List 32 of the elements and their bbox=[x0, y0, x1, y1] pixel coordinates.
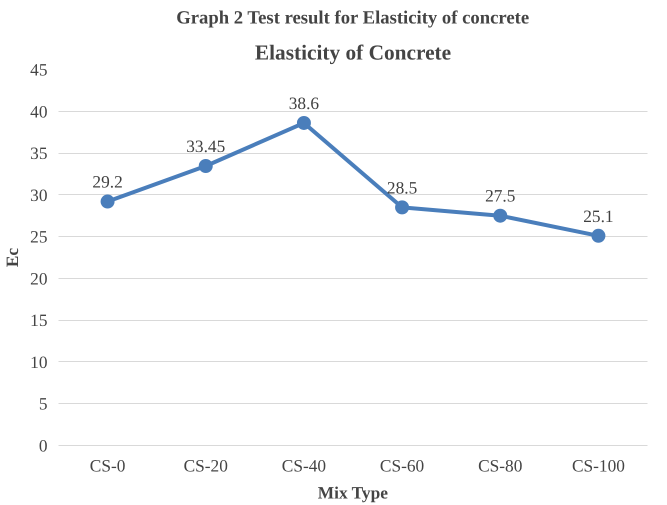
y-tick-label: 40 bbox=[30, 102, 48, 122]
x-tick-label: CS-20 bbox=[184, 456, 228, 476]
caption: Graph 2 Test result for Elasticity of concrete bbox=[176, 8, 530, 28]
data-label: 28.5 bbox=[386, 178, 418, 198]
y-tick-label: 25 bbox=[30, 228, 48, 247]
x-tick-label: CS-80 bbox=[478, 456, 522, 476]
x-axis-title: Mix Type bbox=[318, 484, 388, 502]
x-tick-label: CS-100 bbox=[572, 456, 625, 476]
point bbox=[395, 200, 410, 214]
x-tick-label: CS-0 bbox=[90, 456, 126, 476]
y-tick-label: 0 bbox=[38, 436, 48, 456]
data-label: 25.1 bbox=[583, 206, 614, 226]
y-tick-label: 35 bbox=[30, 144, 48, 164]
point bbox=[591, 228, 606, 243]
data-label: 33.45 bbox=[186, 137, 226, 156]
data-label: 27.5 bbox=[485, 186, 516, 206]
y-tick-label: 15 bbox=[30, 311, 48, 330]
y-axis-title: Ec bbox=[3, 248, 22, 268]
point bbox=[296, 116, 311, 130]
y-tick-label: 10 bbox=[30, 352, 48, 372]
x-tick-label: CS-60 bbox=[380, 456, 424, 476]
y-tick-label: 45 bbox=[30, 60, 48, 80]
x-tick-label: CS-40 bbox=[282, 456, 326, 476]
point bbox=[100, 194, 115, 209]
data-label: 29.2 bbox=[92, 172, 123, 192]
chart-title: Elasticity of Concrete bbox=[254, 40, 452, 64]
point bbox=[493, 208, 508, 223]
y-tick-label: 5 bbox=[38, 394, 48, 414]
point bbox=[198, 159, 213, 173]
y-tick-label: 20 bbox=[30, 269, 48, 288]
data-label: 38.6 bbox=[288, 94, 320, 113]
y-tick-label: 30 bbox=[30, 186, 48, 205]
